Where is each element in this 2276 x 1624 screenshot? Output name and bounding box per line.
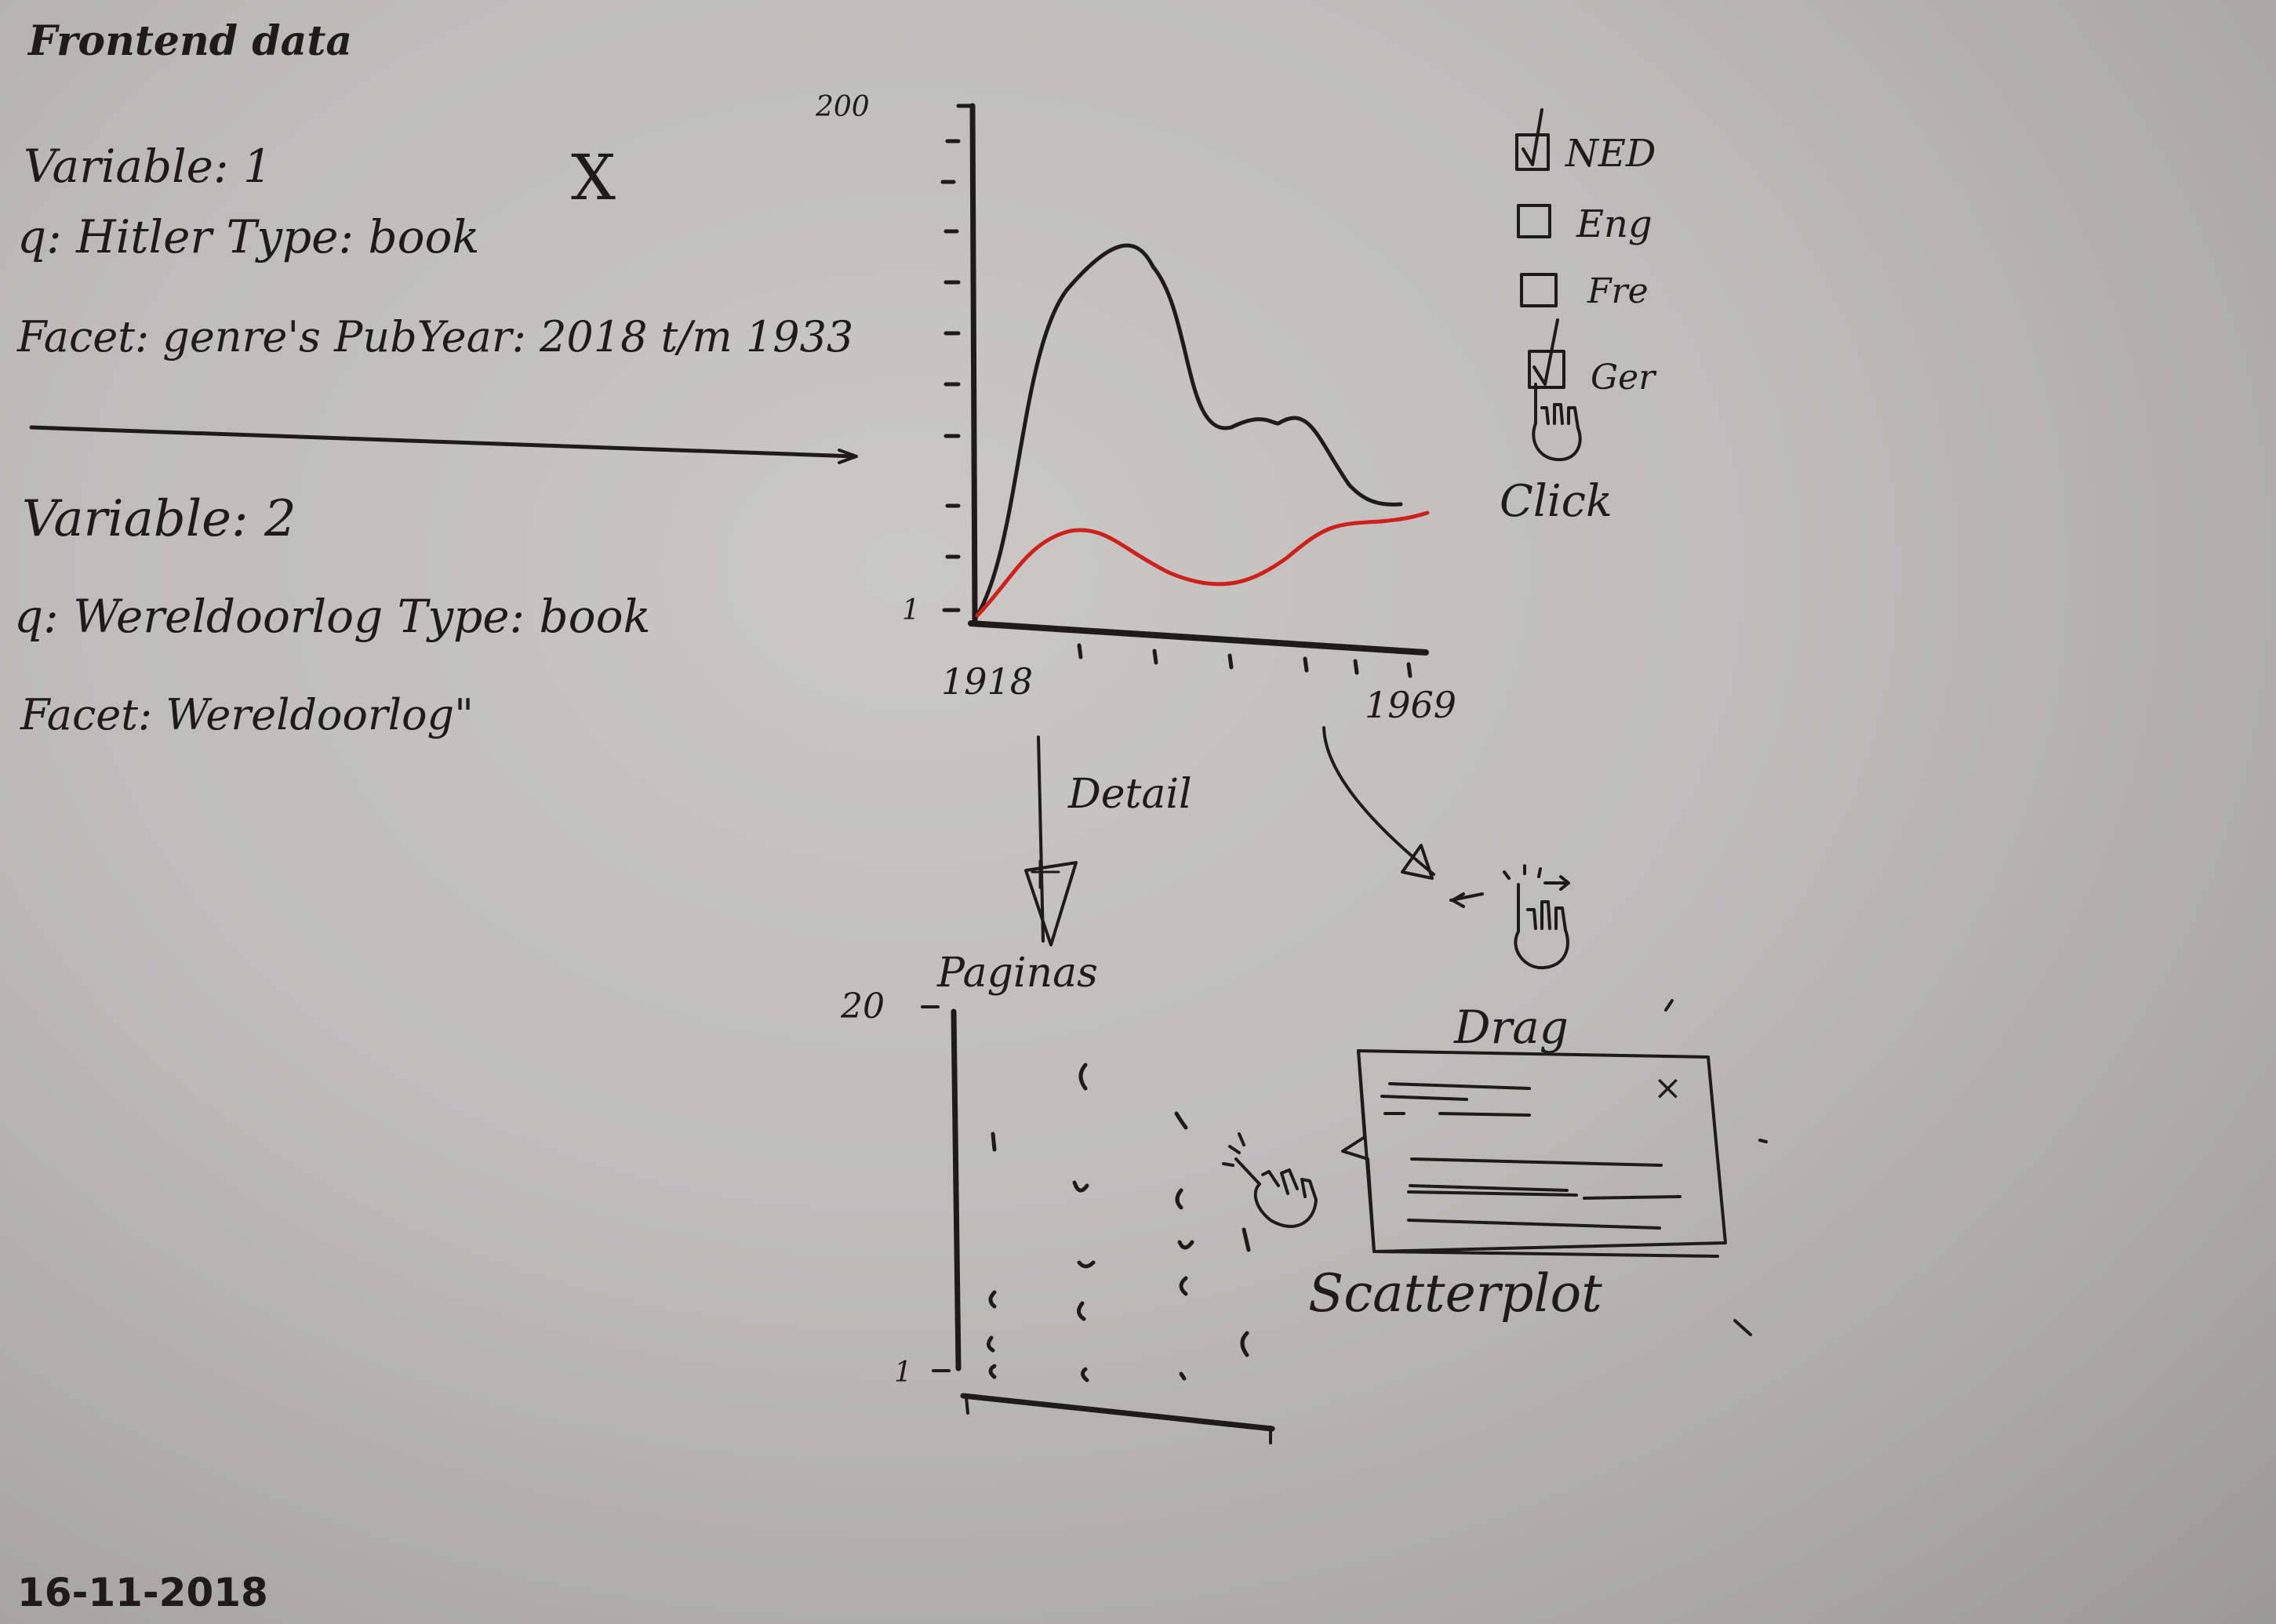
variable-2-facet: Facet: Wereldoorlog"	[20, 690, 474, 739]
detail-arrow: Detail	[1024, 736, 1192, 946]
click-hand-icon	[1532, 383, 1582, 462]
line-chart-y-axis	[969, 103, 978, 623]
checkmark-ned-icon	[1522, 108, 1543, 166]
page-title: Frontend data	[28, 17, 353, 65]
scatterplot-caption: Scatterplot	[1308, 1263, 1602, 1324]
variable-1-facet: Facet: genre's PubYear: 2018 t/m 1933	[17, 312, 854, 361]
scatter-y-min-label: 1	[894, 1357, 912, 1389]
scatter-y-max-label: 20	[840, 986, 885, 1026]
scatter-point	[1077, 1301, 1086, 1321]
scatter-point	[988, 1290, 997, 1309]
scatter-point	[987, 1335, 995, 1353]
legend-item-eng[interactable]: Eng	[1517, 202, 1652, 246]
variable-2-query: q: Wereldoorlog Type: book	[14, 590, 651, 643]
scatter-x-axis	[960, 1393, 1275, 1432]
scatter-points	[987, 1063, 1251, 1382]
series-black-line	[973, 243, 1403, 620]
line-chart-y-min-label: 1	[902, 594, 920, 627]
scatter-point	[1078, 1063, 1088, 1091]
variable-divider	[29, 425, 857, 459]
details-popup: ×	[1341, 1049, 1768, 1336]
drag-label: Drag	[1453, 1001, 1569, 1054]
variable-1-query: q: Hitler Type: book	[17, 210, 480, 263]
legend-label-fre: Fre	[1587, 271, 1649, 311]
scatter-point	[1179, 1371, 1187, 1381]
checkbox-ger[interactable]	[1528, 350, 1565, 389]
legend: NED Eng Fre Ger Click	[1500, 108, 1657, 527]
remove-variable-icon[interactable]: X	[571, 141, 616, 214]
line-chart-y-ticks	[940, 104, 975, 612]
scatterplot: Paginas 20 1 Scat	[840, 950, 1602, 1444]
divider-arrow-tip	[838, 449, 858, 464]
variable-1-label: Variable: 1	[24, 140, 272, 193]
checkbox-fre[interactable]	[1520, 273, 1558, 307]
drag-arrow: Drag	[1322, 726, 1674, 1054]
scatter-point	[1240, 1331, 1249, 1357]
scatter-point	[1077, 1260, 1096, 1269]
variable-2-label: Variable: 2	[22, 490, 296, 548]
click-label: Click	[1500, 476, 1612, 527]
hover-hand-icon	[1222, 1132, 1318, 1228]
legend-label-ned: NED	[1565, 132, 1656, 176]
line-chart-y-max-label: 200	[815, 91, 870, 123]
scatter-point	[1179, 1276, 1188, 1296]
line-chart: 200 1 1918 1969	[815, 91, 1456, 726]
scatter-point	[991, 1132, 997, 1152]
checkbox-eng[interactable]	[1517, 204, 1551, 238]
sketch-date: 16-11-2018	[17, 1570, 268, 1615]
legend-item-ned[interactable]: NED	[1515, 108, 1656, 176]
legend-item-ger[interactable]: Ger	[1528, 318, 1657, 398]
scatter-point	[988, 1364, 997, 1379]
scatter-point	[1242, 1227, 1251, 1252]
scatter-y-axis-title: Paginas	[936, 950, 1098, 997]
scatter-y-axis	[951, 1008, 962, 1371]
scatter-point	[1177, 1240, 1194, 1250]
scatter-point	[1175, 1188, 1183, 1210]
drag-hand-icon	[1449, 864, 1570, 970]
checkmark-ger-icon	[1532, 318, 1559, 386]
scatter-point	[1174, 1111, 1188, 1130]
checkbox-ned[interactable]	[1515, 133, 1550, 171]
legend-item-fre[interactable]: Fre	[1520, 271, 1649, 311]
line-chart-x-axis	[968, 620, 1429, 656]
scatter-point	[1072, 1180, 1089, 1193]
line-chart-x-end-label: 1969	[1365, 684, 1456, 726]
legend-label-eng: Eng	[1576, 202, 1652, 246]
series-red-line	[975, 510, 1430, 618]
detail-label: Detail	[1067, 771, 1192, 818]
popup-text-lines	[1380, 1082, 1682, 1230]
scatter-point	[1081, 1367, 1089, 1382]
legend-label-ger: Ger	[1591, 358, 1657, 398]
line-chart-x-start-label: 1918	[941, 660, 1033, 703]
line-chart-x-ticks	[1077, 643, 1413, 678]
popup-close-icon[interactable]: ×	[1653, 1068, 1682, 1108]
